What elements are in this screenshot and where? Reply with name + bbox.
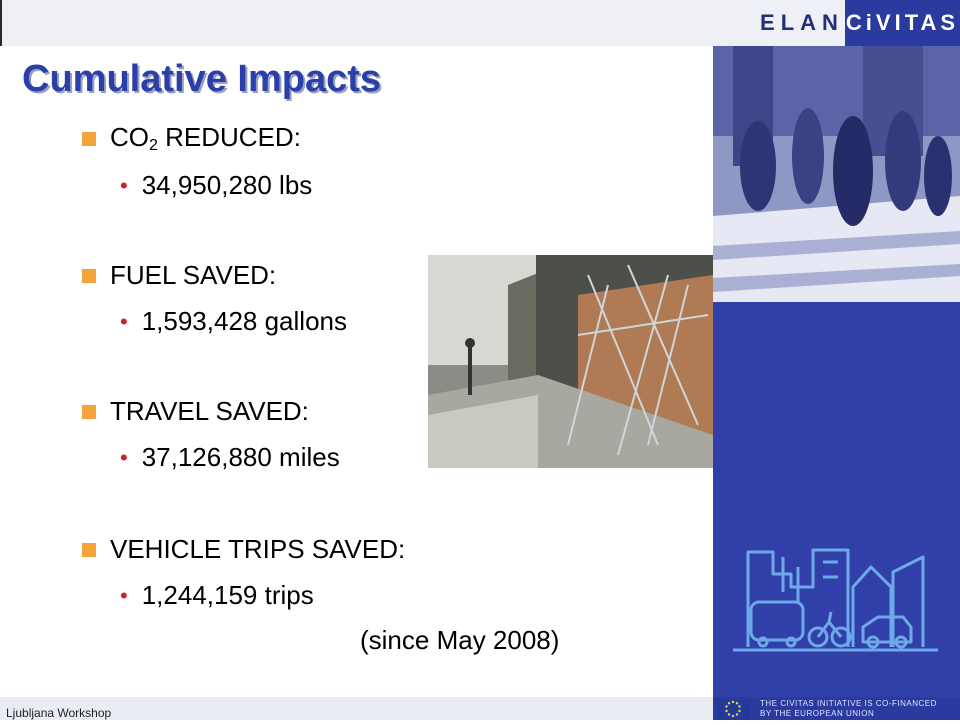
fuel-saved-value: • 1,593,428 gallons: [120, 306, 347, 337]
eu-footer-bar: [713, 697, 960, 720]
slide-title: Cumulative Impacts: [22, 58, 381, 100]
elan-logo: ELAN: [760, 10, 844, 35]
eu-note-line-2: BY THE EUROPEAN UNION: [760, 709, 875, 718]
eu-flag-icon: [716, 699, 750, 720]
eu-stars-icon: [725, 700, 741, 718]
co2-value: 34,950,280 lbs: [141, 170, 313, 200]
fuel-label: FUEL SAVED:: [110, 260, 277, 290]
crowd-photo-illustration: [713, 46, 960, 302]
workshop-label: Ljubljana Workshop: [6, 706, 112, 720]
red-dot-bullet-icon: •: [120, 444, 128, 470]
orange-square-bullet-icon: [82, 131, 96, 146]
eu-cofinanced-note: THE CIVITAS INITIATIVE IS CO-FINANCED BY…: [760, 699, 937, 719]
header-divider: [0, 0, 2, 46]
co2-reduced-value: • 34,950,280 lbs: [120, 170, 312, 201]
building-glass-sculpture-photo: [428, 255, 713, 468]
orange-square-bullet-icon: [82, 542, 96, 557]
since-note: (since May 2008): [360, 625, 560, 655]
civitas-logo: CiVITAS: [845, 0, 960, 46]
eu-note-line-1: THE CIVITAS INITIATIVE IS CO-FINANCED: [760, 699, 937, 708]
travel-saved-heading: TRAVEL SAVED:: [82, 396, 309, 427]
travel-saved-value: • 37,126,880 miles: [120, 442, 340, 473]
fuel-value: 1,593,428 gallons: [141, 306, 347, 336]
vehicle-trips-heading: VEHICLE TRIPS SAVED:: [82, 534, 405, 565]
vehicle-trips-value: • 1,244,159 trips: [120, 580, 314, 611]
red-dot-bullet-icon: •: [120, 172, 128, 198]
orange-square-bullet-icon: [82, 404, 96, 419]
footer-bar: [0, 697, 713, 720]
fuel-saved-heading: FUEL SAVED:: [82, 260, 276, 291]
orange-square-bullet-icon: [82, 268, 96, 283]
co2-reduced-heading: CO2 REDUCED:: [82, 122, 301, 155]
co2-label: CO2 REDUCED:: [110, 122, 301, 154]
vehicle-trips-label: VEHICLE TRIPS SAVED:: [110, 534, 406, 564]
travel-label: TRAVEL SAVED:: [110, 396, 309, 426]
city-line-art-icon: [733, 548, 938, 652]
vehicle-trips-value-text: 1,244,159 trips: [141, 580, 314, 610]
building-photo-illustration: [428, 255, 713, 468]
red-dot-bullet-icon: •: [120, 582, 128, 608]
red-dot-bullet-icon: •: [120, 308, 128, 334]
crowd-crossing-photo: [713, 46, 960, 302]
city-illustration-panel: [713, 302, 960, 697]
travel-value: 37,126,880 miles: [141, 442, 340, 472]
header-bar: [0, 0, 960, 46]
